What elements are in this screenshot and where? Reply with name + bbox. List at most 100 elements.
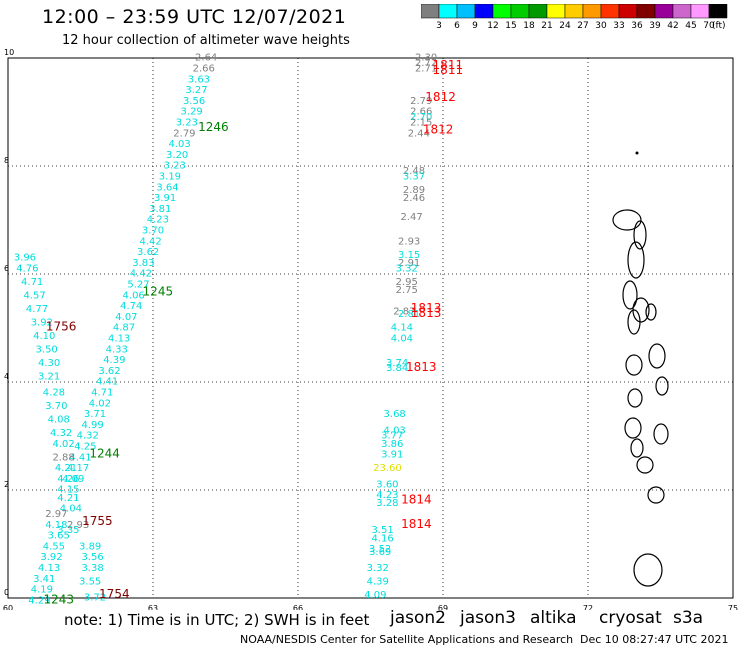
pass-time-label: 1812 (425, 90, 456, 104)
atoll-outline (630, 438, 644, 458)
wave-height-label: 2.91 (398, 258, 420, 269)
wave-height-label: 3.86 (381, 439, 403, 450)
wave-height-label: 4.25 (74, 442, 96, 453)
wave-height-label: 3.68 (384, 409, 406, 420)
pass-time-label: 1811 (433, 58, 464, 72)
wave-height-colorbar (421, 4, 728, 19)
wave-height-label: 3.69 (369, 547, 391, 558)
wave-height-label: 4.03 (168, 139, 190, 150)
wave-height-label: 4.13 (108, 334, 130, 345)
wave-height-label: 4.19 (31, 585, 53, 596)
wave-height-label: 4.14 (391, 323, 413, 334)
wave-height-label: 4.21 (57, 493, 79, 504)
wave-height-label: 3.70 (45, 401, 67, 412)
pass-time-label: 1813 (406, 360, 437, 374)
wave-height-label: 2.15 (410, 118, 432, 129)
wave-height-label: 3.21 (38, 371, 60, 382)
wave-height-label: 4.26 (57, 474, 79, 485)
wave-height-label: 2.89 (403, 185, 425, 196)
pass-time-label: 1243 (43, 592, 74, 606)
wave-height-label: 3.51 (371, 525, 393, 536)
wave-height-label: 3.50 (36, 344, 58, 355)
colorbar-tick: 12 (487, 21, 499, 31)
colorbar-tick: 45 (685, 21, 697, 31)
wave-height-label: 2.66 (410, 107, 432, 118)
wave-height-label: 3.92 (31, 317, 53, 328)
wave-height-label: 4.09 (62, 474, 84, 485)
colorbar-tick: 3 (436, 21, 442, 31)
colorbar-tick: 15 (505, 21, 517, 31)
colorbar-tick: 36 (631, 21, 643, 31)
pass-time-label: 1246 (198, 120, 229, 134)
x-tick-label: 60 (3, 604, 13, 610)
atoll-outline (627, 388, 643, 408)
wave-height-label: 2.93 (67, 520, 89, 531)
wave-height-label: 3.20 (166, 150, 188, 161)
legend-jason2: jason2 (390, 608, 446, 628)
atoll-outline (627, 309, 641, 335)
wave-height-label: 4.15 (57, 485, 79, 496)
wave-height-label: 4.21 (55, 463, 77, 474)
pass-time-label: 1245 (143, 285, 174, 299)
wave-height-label: 3.35 (57, 525, 79, 536)
wave-height-label: 3.71 (84, 409, 106, 420)
colorbar-tick: 39 (649, 21, 661, 31)
colorbar-tick: 33 (613, 21, 625, 31)
wave-height-label: 4.30 (38, 358, 60, 369)
wave-height-label: 3.52 (369, 544, 391, 555)
wave-height-label: 3.62 (98, 366, 120, 377)
wave-height-label: 3.56 (183, 96, 205, 107)
atoll-outline (633, 553, 663, 587)
wave-height-label: 2.95 (396, 277, 418, 288)
wave-height-label: 2.30 (415, 53, 437, 64)
pass-time-label: 1811 (433, 63, 464, 77)
wave-height-label: 3.15 (398, 250, 420, 261)
wave-height-label: 4.06 (123, 290, 145, 301)
wave-height-label: 3.64 (156, 182, 178, 193)
x-tick-label: 75 (728, 604, 738, 610)
legend-cryosat: cryosat (599, 608, 662, 628)
pass-time-label: 1244 (89, 447, 120, 461)
colorbar-swatch (708, 4, 728, 19)
wave-height-label: 3.32 (396, 263, 418, 274)
wave-height-label: 2.70 (410, 112, 432, 123)
wave-height-label: 2.44 (408, 128, 430, 139)
wave-height-label: 3.83 (132, 258, 154, 269)
wave-height-label: 4.74 (120, 301, 142, 312)
wave-height-label: 3.91 (381, 450, 403, 461)
x-tick-label: 63 (148, 604, 158, 610)
wave-height-label: 3.55 (79, 577, 101, 588)
plot-frame (7, 57, 734, 599)
wave-height-label: 3.38 (81, 563, 103, 574)
x-tick-label: 66 (293, 604, 303, 610)
wave-height-label: 3.91 (154, 193, 176, 204)
wave-height-label: 3.70 (142, 226, 164, 237)
y-tick-label: 6 (4, 264, 9, 273)
wave-height-label: 4.55 (43, 541, 65, 552)
wave-height-label: 4.09 (364, 590, 386, 601)
wave-height-label: 4.08 (48, 415, 70, 426)
atoll-outline (648, 343, 666, 369)
wave-height-label: 4.41 (96, 377, 118, 388)
wave-height-label: 4.41 (69, 452, 91, 463)
credit-line: NOAA/NESDIS Center for Satellite Applica… (240, 633, 574, 646)
wave-height-label: 3.23 (176, 118, 198, 129)
wave-height-label: 5.27 (127, 280, 149, 291)
pass-time-label: 1755 (82, 514, 113, 528)
wave-height-label: 2.72 (415, 58, 437, 69)
wave-height-label: 4.02 (52, 439, 74, 450)
y-tick-label: 0 (4, 588, 9, 597)
page-title: 12:00 – 23:59 UTC 12/07/2021 (42, 6, 347, 28)
colorbar-tick: 70 (703, 21, 715, 31)
atoll-outline (627, 241, 645, 279)
pass-time-label: 1754 (99, 587, 130, 601)
atoll-outline (612, 209, 642, 231)
x-tick-label: 69 (438, 604, 448, 610)
wave-height-label: 3.19 (159, 172, 181, 183)
wave-height-label: 4.42 (130, 269, 152, 280)
wave-height-label: 3.65 (48, 531, 70, 542)
wave-height-label: 4.71 (91, 388, 113, 399)
wave-height-label: 3.37 (403, 172, 425, 183)
pass-time-label: 1814 (401, 493, 432, 507)
